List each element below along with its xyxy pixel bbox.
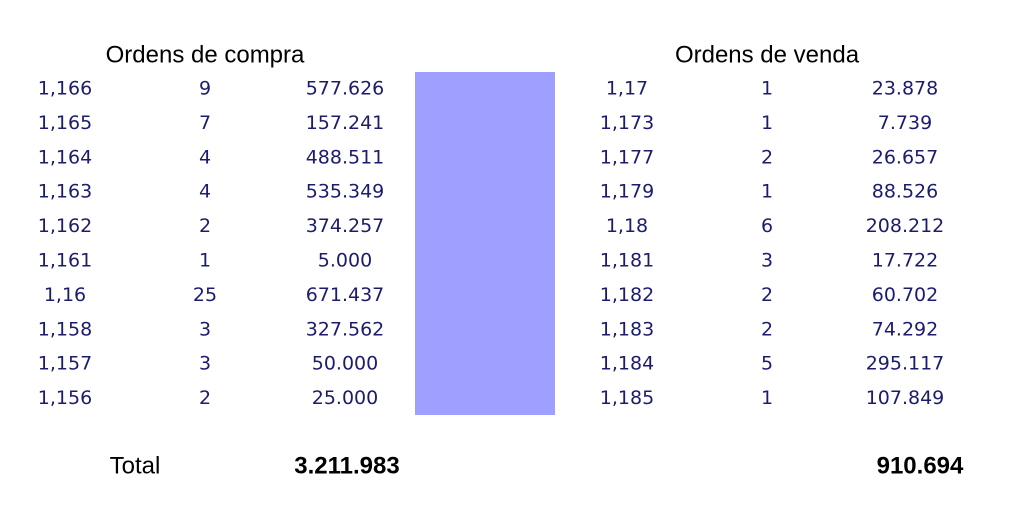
- sell-quantity: 1: [761, 112, 773, 134]
- sell-volume: 17.722: [872, 250, 938, 272]
- buy-volume: 50.000: [312, 353, 378, 375]
- sell-volume: 107.849: [866, 387, 945, 409]
- buy-quantity: 4: [199, 146, 211, 168]
- buy-quantity: 1: [199, 250, 211, 272]
- sell-quantity: 5: [761, 353, 773, 375]
- buy-quantity: 2: [199, 215, 211, 237]
- buy-title: Ordens de compra: [106, 41, 305, 68]
- buy-quantity: 3: [199, 318, 211, 340]
- sell-volume: 26.657: [872, 146, 938, 168]
- buy-price: 1,158: [38, 318, 92, 340]
- sell-quantity: 6: [761, 215, 773, 237]
- buy-volume: 25.000: [312, 387, 378, 409]
- buy-price: 1,162: [38, 215, 92, 237]
- sell-quantity: 1: [761, 181, 773, 203]
- buy-volume: 374.257: [306, 215, 385, 237]
- sell-quantity: 2: [761, 318, 773, 340]
- sell-quantity: 1: [761, 78, 773, 100]
- sell-price: 1,18: [606, 215, 648, 237]
- sell-price: 1,185: [600, 387, 654, 409]
- buy-quantity: 3: [199, 353, 211, 375]
- sell-volume: 23.878: [872, 78, 938, 100]
- buy-volume: 488.511: [306, 146, 385, 168]
- sell-price: 1,183: [600, 318, 654, 340]
- sell-volume: 74.292: [872, 318, 938, 340]
- buy-volume: 327.562: [306, 318, 385, 340]
- sell-volume: 295.117: [866, 353, 945, 375]
- sell-quantity: 2: [761, 146, 773, 168]
- sell-price: 1,182: [600, 284, 654, 306]
- sell-quantity: 3: [761, 250, 773, 272]
- spread-bar: [415, 72, 555, 415]
- sell-price: 1,184: [600, 353, 654, 375]
- buy-volume: 5.000: [318, 250, 372, 272]
- buy-quantity: 9: [199, 78, 211, 100]
- sell-quantity: 2: [761, 284, 773, 306]
- buy-volume: 577.626: [306, 78, 385, 100]
- buy-volume: 157.241: [306, 112, 385, 134]
- buy-volume: 671.437: [306, 284, 385, 306]
- buy-price: 1,164: [38, 146, 92, 168]
- buy-price: 1,165: [38, 112, 92, 134]
- sell-title: Ordens de venda: [675, 41, 860, 68]
- sell-price: 1,181: [600, 250, 654, 272]
- sell-volume: 60.702: [872, 284, 938, 306]
- total-label: Total: [110, 452, 161, 479]
- sell-quantity: 1: [761, 387, 773, 409]
- buy-quantity: 2: [199, 387, 211, 409]
- sell-price: 1,179: [600, 181, 654, 203]
- buy-volume: 535.349: [306, 181, 385, 203]
- sell-price: 1,17: [606, 78, 648, 100]
- sell-volume: 208.212: [866, 215, 945, 237]
- buy-quantity: 7: [199, 112, 211, 134]
- sell-volume: 88.526: [872, 181, 938, 203]
- buy-price: 1,16: [44, 284, 86, 306]
- sell-price: 1,173: [600, 112, 654, 134]
- buy-price: 1,166: [38, 78, 92, 100]
- buy-quantity: 25: [193, 284, 217, 306]
- sell-total: 910.694: [877, 452, 964, 479]
- sell-price: 1,177: [600, 146, 654, 168]
- buy-quantity: 4: [199, 181, 211, 203]
- buy-price: 1,157: [38, 353, 92, 375]
- buy-price: 1,156: [38, 387, 92, 409]
- buy-price: 1,161: [38, 250, 92, 272]
- sell-volume: 7.739: [878, 112, 932, 134]
- buy-price: 1,163: [38, 181, 92, 203]
- buy-total: 3.211.983: [294, 452, 399, 479]
